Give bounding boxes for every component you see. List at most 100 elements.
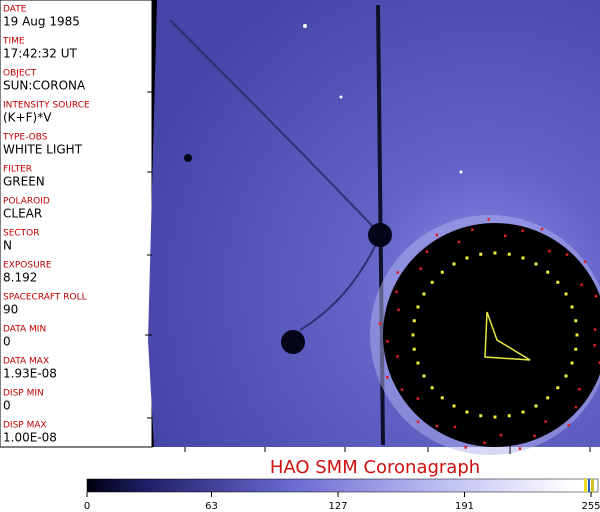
field-value: GREEN xyxy=(3,175,45,189)
field-label: TYPE-OBS xyxy=(2,133,48,143)
marker xyxy=(435,424,439,428)
field-label: DATE xyxy=(3,5,27,15)
field-label: SECTOR xyxy=(3,229,40,239)
marker xyxy=(465,256,469,260)
marker xyxy=(594,294,598,298)
field-label: SPACECRAFT ROLL xyxy=(3,293,87,303)
marker xyxy=(521,256,525,260)
colorbar-tick-label: 127 xyxy=(328,501,347,512)
marker xyxy=(570,305,574,309)
marker xyxy=(416,361,420,365)
marker xyxy=(548,249,551,253)
marker xyxy=(593,343,597,347)
marker xyxy=(483,441,486,444)
marker xyxy=(396,355,399,358)
field-value: 0 xyxy=(3,335,11,349)
field-label: DISP MAX xyxy=(3,421,47,431)
marker xyxy=(521,229,524,233)
field-label: DISP MIN xyxy=(3,389,44,399)
colorbar-tick-label: 255 xyxy=(581,501,600,512)
marker xyxy=(412,319,416,323)
marker xyxy=(422,374,426,378)
marker xyxy=(518,447,522,450)
marker xyxy=(416,305,420,309)
marker xyxy=(430,280,434,284)
field-value: N xyxy=(3,239,12,253)
field-value: 19 Aug 1985 xyxy=(3,15,80,29)
marker xyxy=(465,410,469,414)
field-label: EXPOSURE xyxy=(3,261,52,271)
field-value: 8.192 xyxy=(3,271,37,285)
marker xyxy=(479,414,483,418)
colorbar-tick-label: 63 xyxy=(205,501,218,512)
marker xyxy=(556,280,560,284)
marker xyxy=(378,322,382,325)
marker xyxy=(574,347,578,351)
marker xyxy=(425,250,429,253)
marker xyxy=(575,333,579,337)
field-value: CLEAR xyxy=(3,207,42,221)
colorbar-tick-label: 191 xyxy=(455,501,474,512)
field-label: TIME xyxy=(2,37,25,47)
colorbar-tick-label: 0 xyxy=(84,501,90,512)
coronagraph-image xyxy=(145,0,600,455)
marker xyxy=(507,252,511,256)
marker xyxy=(419,267,422,270)
marker xyxy=(435,233,439,237)
marker xyxy=(440,270,444,274)
marker xyxy=(544,420,547,423)
marker xyxy=(534,262,538,266)
marker xyxy=(580,283,583,287)
marker xyxy=(574,319,578,323)
marker xyxy=(499,433,503,437)
marker xyxy=(416,420,420,424)
field-label: FILTER xyxy=(3,165,32,175)
marker xyxy=(493,251,497,255)
marker xyxy=(395,290,398,294)
marker xyxy=(533,434,536,438)
field-label: OBJECT xyxy=(3,69,37,79)
field-label: INTENSITY SOURCE xyxy=(3,101,90,111)
field-value: 1.00E-08 xyxy=(3,431,57,445)
marker xyxy=(453,425,457,429)
field-label: DATA MIN xyxy=(3,325,46,335)
marker xyxy=(385,376,389,379)
marker xyxy=(546,270,550,274)
marker xyxy=(598,361,600,364)
title: HAO SMM Coronagraph xyxy=(270,457,480,478)
marker xyxy=(464,446,468,449)
marker xyxy=(452,404,456,408)
marker xyxy=(487,218,490,221)
marker xyxy=(534,404,538,408)
marker xyxy=(422,292,426,296)
marker xyxy=(503,234,507,237)
marker xyxy=(411,333,415,337)
colorbar: 0 63 127 191 255 xyxy=(84,478,600,512)
field-value: WHITE LIGHT xyxy=(3,143,83,157)
marker xyxy=(493,415,497,419)
marker xyxy=(593,328,597,331)
marker xyxy=(564,292,568,296)
marker xyxy=(583,260,587,264)
marker xyxy=(471,228,474,231)
marker xyxy=(546,396,550,400)
marker xyxy=(452,262,456,266)
marker xyxy=(521,410,525,414)
field-value: 0 xyxy=(3,399,11,413)
marker xyxy=(457,240,461,244)
field-label: DATA MAX xyxy=(3,357,49,367)
field-value: 17:42:32 UT xyxy=(3,47,77,61)
marker xyxy=(430,386,434,390)
marker xyxy=(570,361,574,365)
marker xyxy=(540,227,544,231)
field-value: (K+F)*V xyxy=(3,111,52,125)
marker xyxy=(400,388,404,391)
marker xyxy=(479,252,483,256)
marker xyxy=(565,253,569,256)
marker xyxy=(578,388,581,391)
info-panel xyxy=(0,0,153,448)
marker xyxy=(440,396,444,400)
